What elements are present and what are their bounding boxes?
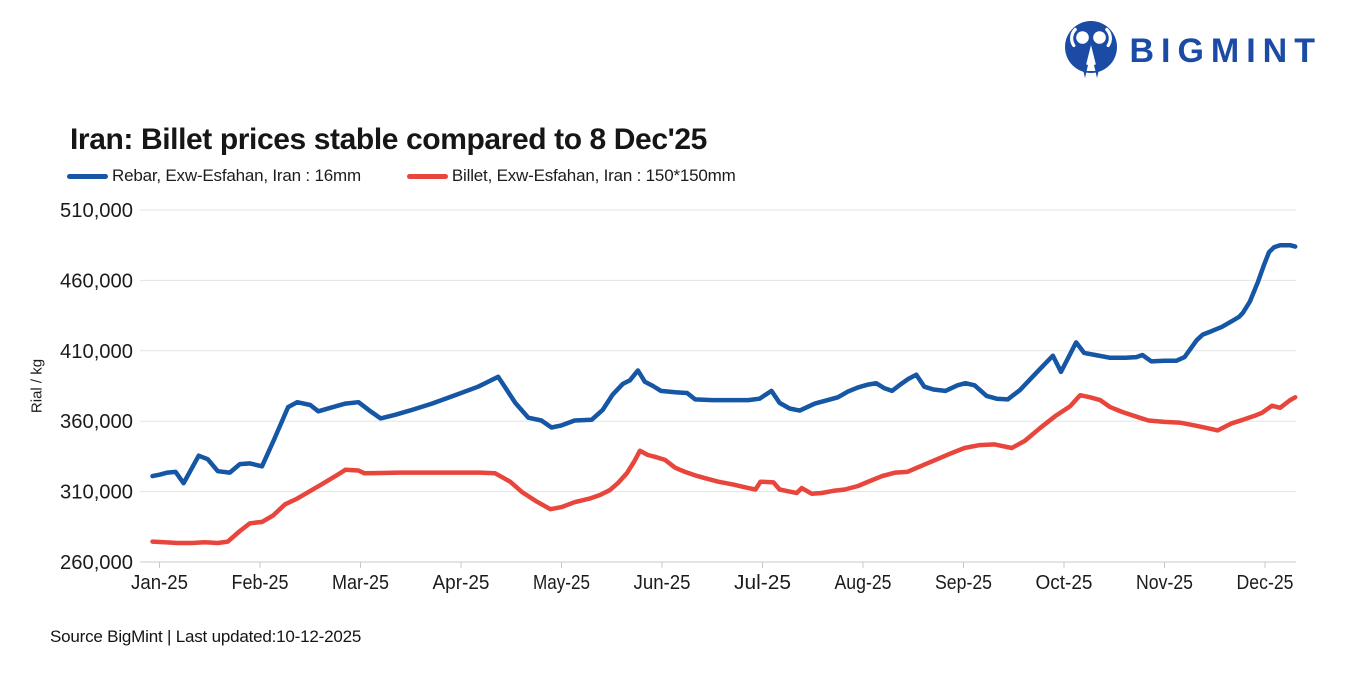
- x-tick-label: Feb-25: [232, 572, 289, 594]
- x-tick-label: Sep-25: [935, 572, 992, 594]
- y-tick-label: 460,000: [60, 270, 133, 292]
- source-note: Source BigMint | Last updated:10-12-2025: [50, 627, 362, 646]
- x-tick-label: May-25: [533, 572, 590, 594]
- chart-legend: Rebar, Exw-Esfahan, Iran : 16mm Billet, …: [67, 166, 736, 186]
- x-tick-label: Apr-25: [433, 572, 490, 594]
- bigmint-logo: BIGMINT: [1063, 20, 1322, 82]
- x-tick-label: Jun-25: [634, 572, 691, 594]
- x-tick-label: Aug-25: [835, 572, 892, 594]
- billet-line: [150, 392, 1298, 546]
- chart-title: Iran: Billet prices stable compared to 8…: [70, 123, 707, 157]
- bigmint-logo-text: BIGMINT: [1129, 32, 1322, 70]
- legend-label-rebar: Rebar, Exw-Esfahan, Iran : 16mm: [112, 166, 361, 185]
- billet-line-swatch: [406, 173, 448, 179]
- x-tick-label: Jul-25: [734, 572, 791, 594]
- y-tick-label: 410,000: [60, 341, 133, 363]
- rebar-line-swatch: [67, 173, 108, 179]
- y-tick-label: 510,000: [60, 200, 133, 222]
- y-tick-label: 310,000: [60, 482, 133, 504]
- legend-item-billet: Billet, Exw-Esfahan, Iran : 150*150mm: [406, 166, 736, 186]
- rebar-line: [150, 242, 1298, 486]
- bigmint-logo-icon: [1065, 21, 1118, 78]
- y-tick-label: 360,000: [60, 411, 133, 433]
- legend-label-billet: Billet, Exw-Esfahan, Iran : 150*150mm: [451, 166, 736, 185]
- x-tick-label: Dec-25: [1237, 572, 1294, 594]
- x-tick-label: Nov-25: [1136, 572, 1193, 594]
- legend-item-rebar: Rebar, Exw-Esfahan, Iran : 16mm: [67, 166, 361, 186]
- y-axis-title: Rial / kg: [28, 358, 46, 414]
- y-tick-label: 260,000: [60, 552, 133, 574]
- x-tick-label: Jan-25: [131, 572, 188, 594]
- x-tick-label: Mar-25: [332, 572, 389, 594]
- x-tick-label: Oct-25: [1036, 572, 1093, 594]
